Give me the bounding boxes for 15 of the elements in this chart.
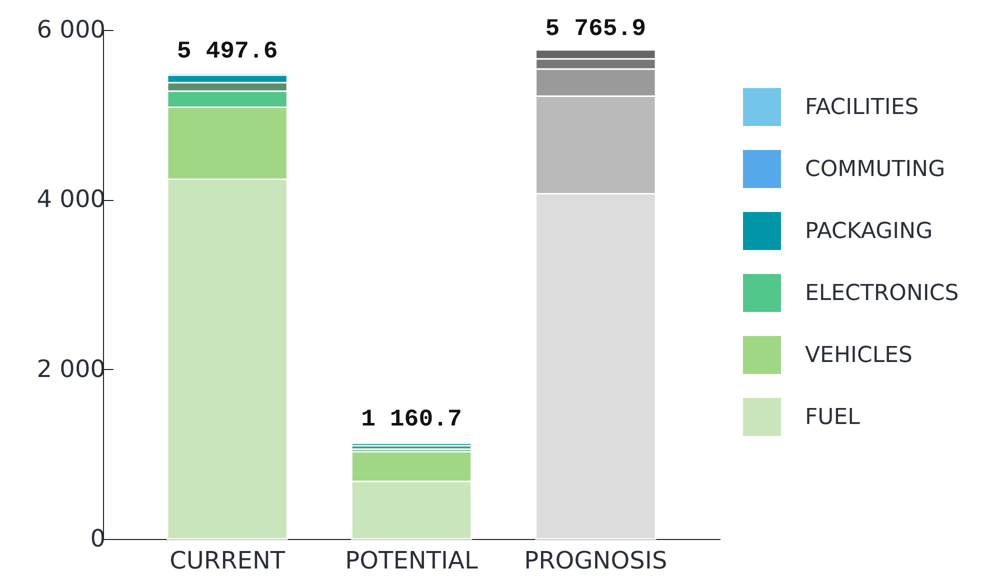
x-tick-label: PROGNOSIS [524, 546, 668, 574]
legend-label: PACKAGING [805, 219, 933, 244]
y-tick-label: 4 000 [36, 185, 106, 214]
total-label: 5 497.6 [176, 38, 278, 66]
total-label: 1 160.7 [361, 406, 462, 434]
y-tick-label: 2 000 [36, 354, 106, 383]
y-tick-label: 6 000 [36, 16, 106, 44]
x-tick-label: POTENTIAL [345, 546, 478, 574]
legend-label: COMMUTING [805, 157, 946, 182]
x-tick-label: CURRENT [170, 546, 286, 574]
legend-label: FUEL [805, 405, 861, 430]
legend-label: VEHICLES [805, 343, 912, 368]
legend-label: FACILITIES [805, 95, 919, 120]
total-label: 5 765.9 [545, 16, 646, 43]
legend-label: ELECTRONICS [805, 281, 959, 306]
